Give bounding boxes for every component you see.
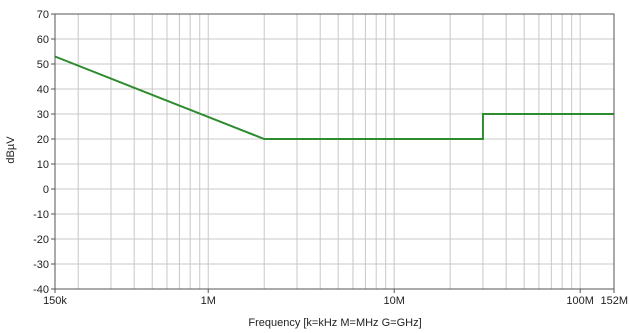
x-tick-label: 1M [201, 295, 216, 307]
y-tick-label: 50 [37, 59, 49, 71]
axis-layer [51, 13, 615, 293]
x-tick-label: 150k [43, 295, 67, 307]
y-axis-title: dBµV [5, 136, 17, 164]
y-tick-label: -10 [33, 209, 49, 221]
y-tick-label: 20 [37, 134, 49, 146]
y-tick-label: 70 [37, 9, 49, 21]
x-axis-title: Frequency [k=kHz M=MHz G=GHz] [248, 317, 421, 329]
series-layer [54, 55, 614, 140]
x-tick-label: 100M [566, 295, 594, 307]
plot-frame [54, 13, 615, 290]
y-tick-label: -20 [33, 234, 49, 246]
y-tick-label: 40 [37, 84, 49, 96]
y-tick-label: 60 [37, 34, 49, 46]
y-tick-label: -40 [33, 284, 49, 296]
y-tick-label: 30 [37, 109, 49, 121]
y-tick-label: 10 [37, 159, 49, 171]
limit-line [54, 55, 614, 140]
grid-layer [55, 13, 614, 290]
y-tick-label: 0 [43, 184, 49, 196]
x-tick-label: 152M [600, 295, 628, 307]
x-tick-label: 10M [384, 295, 405, 307]
y-tick-label: -30 [33, 259, 49, 271]
